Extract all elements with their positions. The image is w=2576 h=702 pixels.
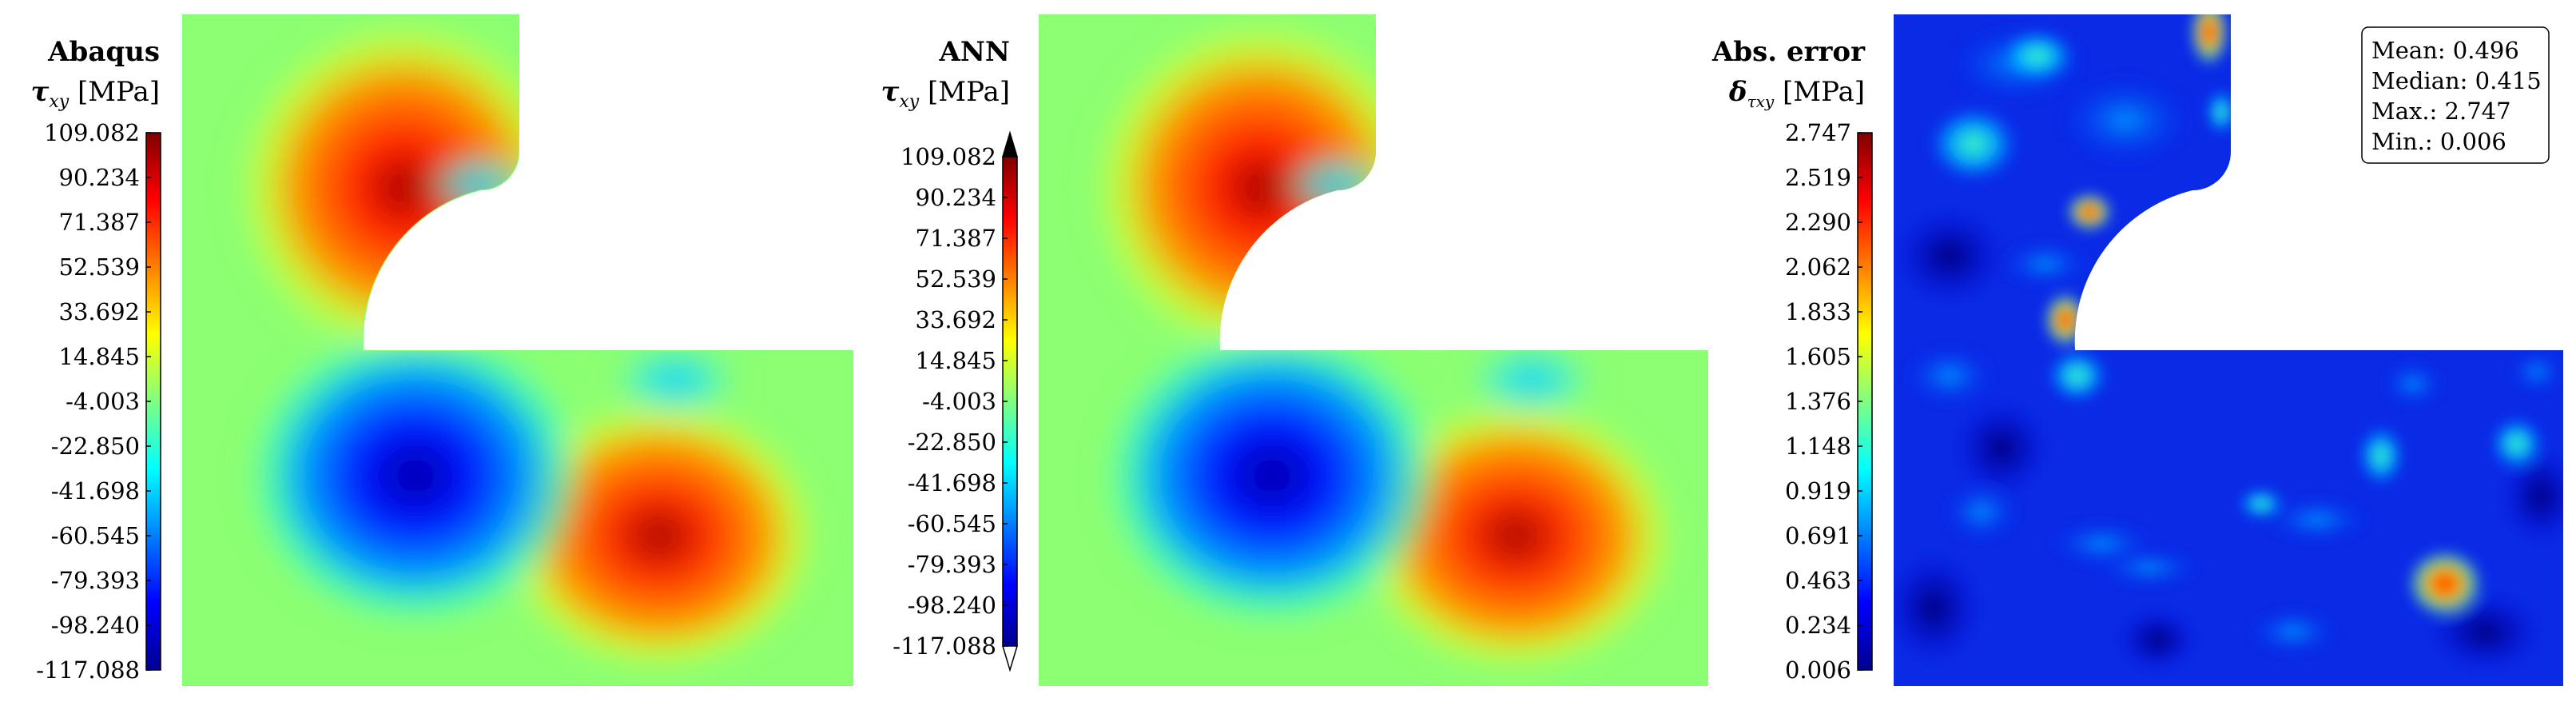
colorbar-tick-label-abaqus: -79.393 [51, 567, 140, 594]
colorbar-tick-label-ann: -117.088 [892, 632, 996, 660]
contour-plot-abaqus [182, 14, 853, 686]
colorbar-tick-label-ann: -4.003 [922, 388, 996, 415]
colorbar-tick-label-ann: 109.082 [900, 143, 996, 170]
colorbar-tick-label-abs-error: 1.376 [1785, 388, 1851, 415]
colorbar-ticks-abs-error: 2.747 2.519 2.290 2.062 1.833 1.605 1.376 1.148… [1785, 119, 1862, 684]
colorbar-tick-label-ann: -79.393 [908, 551, 996, 578]
quantity-label-abaqus: τxy [MPa] [30, 76, 160, 112]
colorbar-abs-error: 2.747 2.519 2.290 2.062 1.833 1.605 1.376 1.148… [1785, 119, 1873, 684]
colorbar-tick-label-abs-error: 2.062 [1785, 253, 1851, 281]
panel-title-abaqus: Abaqus [47, 36, 160, 68]
colorbar-tick-label-abaqus: -98.240 [51, 612, 140, 639]
colorbar-tick-label-abs-error: 0.006 [1785, 656, 1851, 684]
colorbar-tick-label-abaqus: 14.845 [59, 343, 140, 370]
colorbar-tick-label-abs-error: 2.747 [1785, 119, 1851, 146]
colorbar-tick-label-abs-error: 2.290 [1785, 209, 1851, 236]
colorbar-ticks-abaqus: 109.082 90.234 71.387 52.539 33.692 14.845 -4.… [36, 119, 151, 684]
stat-mean: Mean: 0.496 [2371, 37, 2519, 64]
contour-plot-ann [1039, 14, 1708, 686]
colorbar-tick-label-abaqus: -4.003 [66, 388, 140, 415]
colorbar-abaqus: 109.082 90.234 71.387 52.539 33.692 14.845 -4.… [36, 119, 161, 684]
colorbar-tick-label-abs-error: 0.691 [1785, 522, 1851, 549]
colorbar-tick-label-ann: -60.545 [908, 510, 996, 537]
colorbar-tick-label-ann: 14.845 [916, 347, 996, 374]
colorbar-tick-label-abaqus: -22.850 [51, 433, 140, 460]
colorbar-tick-label-abaqus: 71.387 [59, 209, 140, 236]
colorbar-tick-label-ann: 33.692 [916, 306, 996, 333]
colorbar-tick-label-abaqus: -117.088 [36, 656, 140, 684]
colorbar-tick-label-ann: 71.387 [916, 225, 996, 252]
panel-title-ann: ANN [938, 36, 1010, 68]
stat-median: Median: 0.415 [2371, 67, 2542, 94]
colorbar-tick-label-abaqus: 90.234 [59, 164, 140, 191]
colorbar-tick-label-abs-error: 0.234 [1785, 612, 1851, 639]
quantity-label-ann: τxy [MPa] [881, 76, 1010, 112]
colorbar-tick-label-ann: 52.539 [916, 265, 996, 293]
panel-ann: 109.082 90.234 71.387 52.539 33.692 14.845 -4.… [881, 14, 1708, 686]
stats-box: Mean: 0.496 Median: 0.415 Max.: 2.747 Mi… [2361, 26, 2550, 164]
colorbar-tick-label-abs-error: 1.148 [1785, 433, 1851, 460]
colorbar-tick-label-abs-error: 1.833 [1785, 298, 1851, 325]
colorbar-tick-label-ann: -22.850 [908, 429, 996, 456]
colorbar-ticks-ann: 109.082 90.234 71.387 52.539 33.692 14.845 -4.… [892, 143, 1008, 660]
stat-min: Min.: 0.006 [2371, 128, 2506, 155]
colorbar-tick-label-abaqus: -60.545 [51, 522, 140, 549]
panel-abaqus: 109.082 90.234 71.387 52.539 33.692 14.845 -4.… [30, 14, 853, 686]
stat-max: Max.: 2.747 [2371, 98, 2511, 125]
colorbar-tick-label-abs-error: 2.519 [1785, 164, 1851, 191]
colorbar-tick-label-abs-error: 0.919 [1785, 477, 1851, 505]
panel-abs-error: 2.747 2.519 2.290 2.062 1.833 1.605 1.376 1.148… [1711, 14, 2563, 686]
colorbar-tick-label-ann: -41.698 [908, 469, 996, 497]
colorbar-tick-label-abs-error: 0.463 [1785, 567, 1851, 594]
colorbar-tick-label-abaqus: 52.539 [59, 253, 140, 281]
colorbar-tick-label-ann: 90.234 [916, 184, 996, 211]
colorbar-ann: 109.082 90.234 71.387 52.539 33.692 14.845 -4.… [892, 130, 1019, 672]
colorbar-tick-label-abaqus: -41.698 [51, 477, 140, 505]
colorbar-tick-label-abs-error: 1.605 [1785, 343, 1851, 370]
colorbar-tick-label-abaqus: 33.692 [59, 298, 140, 325]
colorbar-tick-label-ann: -98.240 [908, 592, 996, 619]
panel-title-abs-error: Abs. error [1711, 36, 1866, 68]
colorbar-tick-label-abaqus: 109.082 [44, 119, 140, 146]
quantity-label-abs-error: δτxy [MPa] [1728, 76, 1865, 111]
